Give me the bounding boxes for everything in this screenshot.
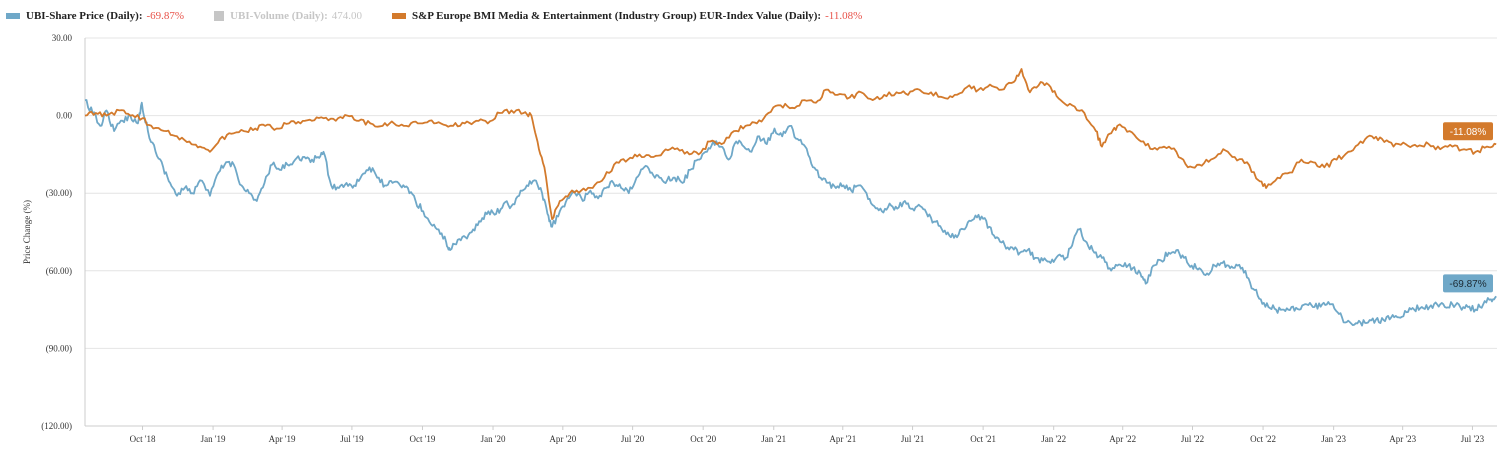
x-tick-label: Jan '23 xyxy=(1321,434,1346,444)
legend-swatch-ubi xyxy=(6,13,20,19)
gridlines xyxy=(85,37,1497,349)
x-tick-label: Oct '19 xyxy=(410,434,436,444)
y-tick-label: (90.00) xyxy=(46,343,72,353)
y-tick-label: (120.00) xyxy=(41,421,72,431)
y-tick-label: (60.00) xyxy=(46,266,72,276)
end-tag-sp xyxy=(1443,122,1493,141)
x-tick-label: Jan '20 xyxy=(481,434,506,444)
x-tick-label: Apr '20 xyxy=(549,434,576,444)
y-tick-labels: 30.00 0.00 (30.00) (60.00) (90.00) (120.00) xyxy=(41,33,72,431)
legend-value-volume: 474.00 xyxy=(331,10,363,22)
legend-value-sp: -11.08% xyxy=(825,10,863,22)
y-axis-label: Price Change (%) xyxy=(22,200,32,264)
x-tick-label: Jan '19 xyxy=(201,434,226,444)
x-tick-label: Jul '20 xyxy=(621,434,645,444)
axes xyxy=(84,38,1497,427)
x-tick-label: Apr '23 xyxy=(1389,434,1416,444)
series-line-ubi-share-price xyxy=(84,99,1497,327)
x-tick-label: Apr '22 xyxy=(1109,434,1136,444)
x-tick-label: Oct '22 xyxy=(1250,434,1276,444)
series-lines xyxy=(84,68,1497,327)
end-value-tags: -69.87% -11.08% xyxy=(1443,122,1493,293)
x-tick-label: Jan '22 xyxy=(1041,434,1066,444)
legend-item-ubi-volume[interactable]: UBI-Volume (Daily): 474.00 xyxy=(214,10,362,22)
legend-swatch-volume xyxy=(214,11,225,21)
x-tick-labels: Oct '18 Jan '19 Apr '19 Jul '19 Oct '19 Jan '… xyxy=(130,426,1485,444)
end-tag-ubi xyxy=(1443,274,1493,293)
legend-item-sp-europe-index[interactable]: S&P Europe BMI Media & Entertainment (In… xyxy=(392,10,862,22)
x-tick-label: Jul '22 xyxy=(1181,434,1204,444)
x-tick-label: Jan '21 xyxy=(761,434,786,444)
y-tick-label: 0.00 xyxy=(56,111,72,121)
x-tick-label: Oct '20 xyxy=(690,434,716,444)
legend-label-volume: UBI-Volume (Daily): xyxy=(230,10,328,22)
end-tag-label-ubi: -69.87% xyxy=(1449,279,1486,290)
x-tick-label: Jul '21 xyxy=(901,434,924,444)
end-tag-label-sp: -11.08% xyxy=(1450,127,1487,138)
x-tick-label: Apr '19 xyxy=(269,434,296,444)
y-tick-label: (30.00) xyxy=(46,188,72,198)
legend-value-ubi: -69.87% xyxy=(146,10,185,22)
chart-legend: UBI-Share Price (Daily): -69.87% UBI-Vol… xyxy=(6,6,892,26)
legend-label-sp: S&P Europe BMI Media & Entertainment (In… xyxy=(412,10,822,22)
legend-label-ubi: UBI-Share Price (Daily): xyxy=(26,10,143,22)
series-line-sp-europe-index xyxy=(84,68,1497,220)
legend-swatch-sp xyxy=(392,13,407,19)
x-tick-label: Jul '23 xyxy=(1461,434,1485,444)
legend-item-ubi-share-price[interactable]: UBI-Share Price (Daily): -69.87% xyxy=(6,10,184,22)
x-tick-label: Oct '18 xyxy=(130,434,156,444)
x-tick-label: Oct '21 xyxy=(970,434,996,444)
x-tick-label: Apr '21 xyxy=(829,434,856,444)
x-tick-label: Jul '19 xyxy=(340,434,364,444)
y-tick-label: 30.00 xyxy=(52,33,73,43)
